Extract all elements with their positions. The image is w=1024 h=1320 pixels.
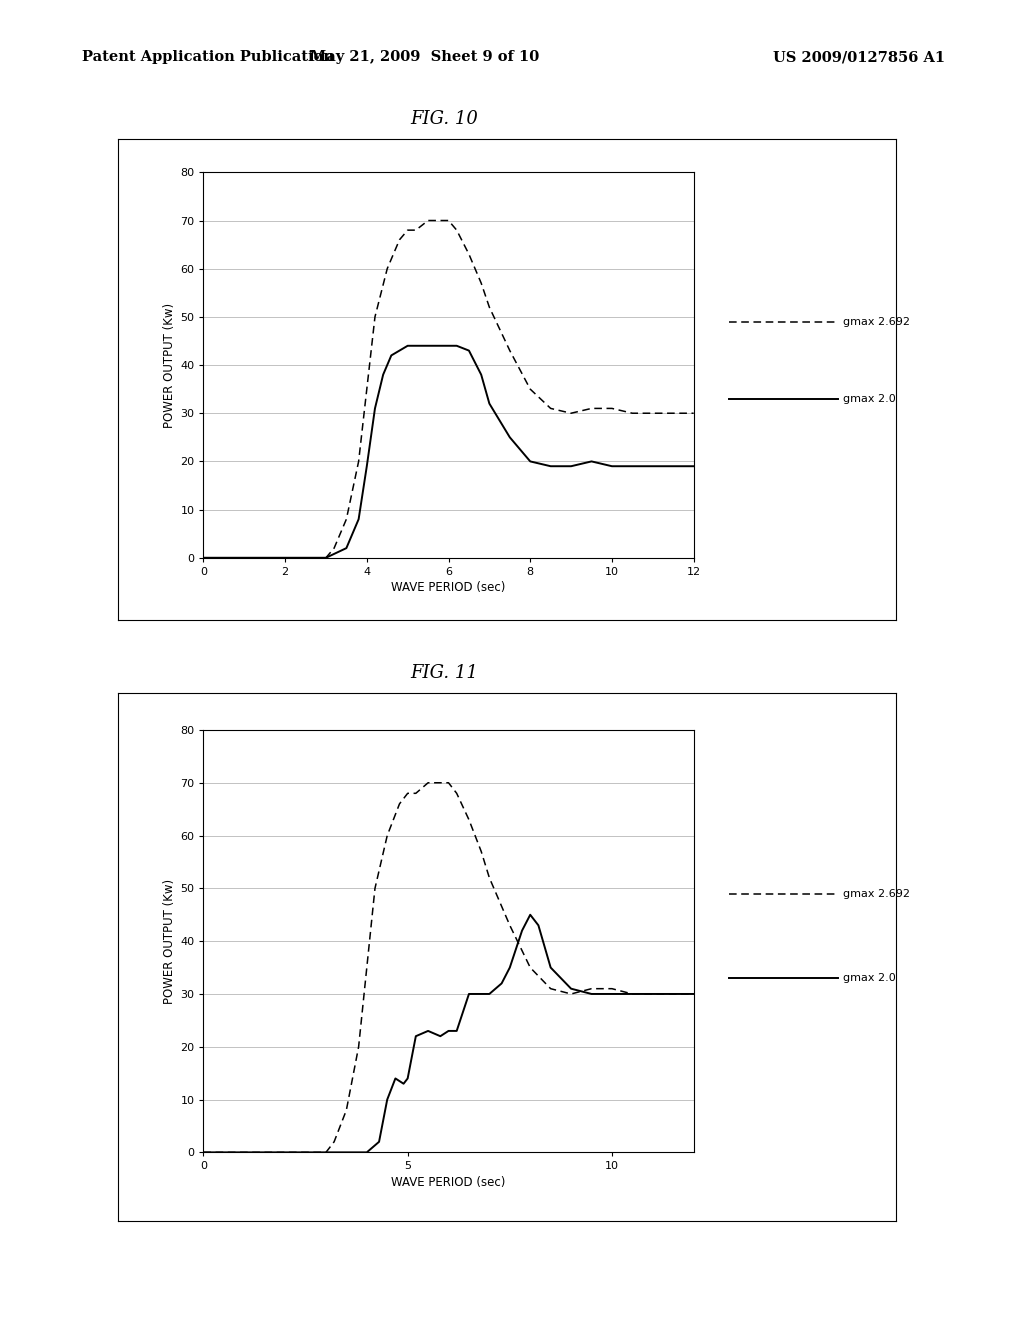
Text: FIG. 11: FIG. 11 <box>411 664 478 682</box>
X-axis label: WAVE PERIOD (sec): WAVE PERIOD (sec) <box>391 1176 506 1188</box>
Y-axis label: POWER OUTPUT (Kw): POWER OUTPUT (Kw) <box>163 879 176 1003</box>
Text: May 21, 2009  Sheet 9 of 10: May 21, 2009 Sheet 9 of 10 <box>310 50 540 65</box>
Y-axis label: POWER OUTPUT (Kw): POWER OUTPUT (Kw) <box>163 302 176 428</box>
Text: gmax 2.0: gmax 2.0 <box>843 393 896 404</box>
Text: FIG. 10: FIG. 10 <box>411 110 478 128</box>
X-axis label: WAVE PERIOD (sec): WAVE PERIOD (sec) <box>391 581 506 594</box>
Text: gmax 2.692: gmax 2.692 <box>843 888 909 899</box>
Text: US 2009/0127856 A1: US 2009/0127856 A1 <box>773 50 945 65</box>
Text: gmax 2.0: gmax 2.0 <box>843 973 896 983</box>
Text: gmax 2.692: gmax 2.692 <box>843 317 909 326</box>
Text: Patent Application Publication: Patent Application Publication <box>82 50 334 65</box>
